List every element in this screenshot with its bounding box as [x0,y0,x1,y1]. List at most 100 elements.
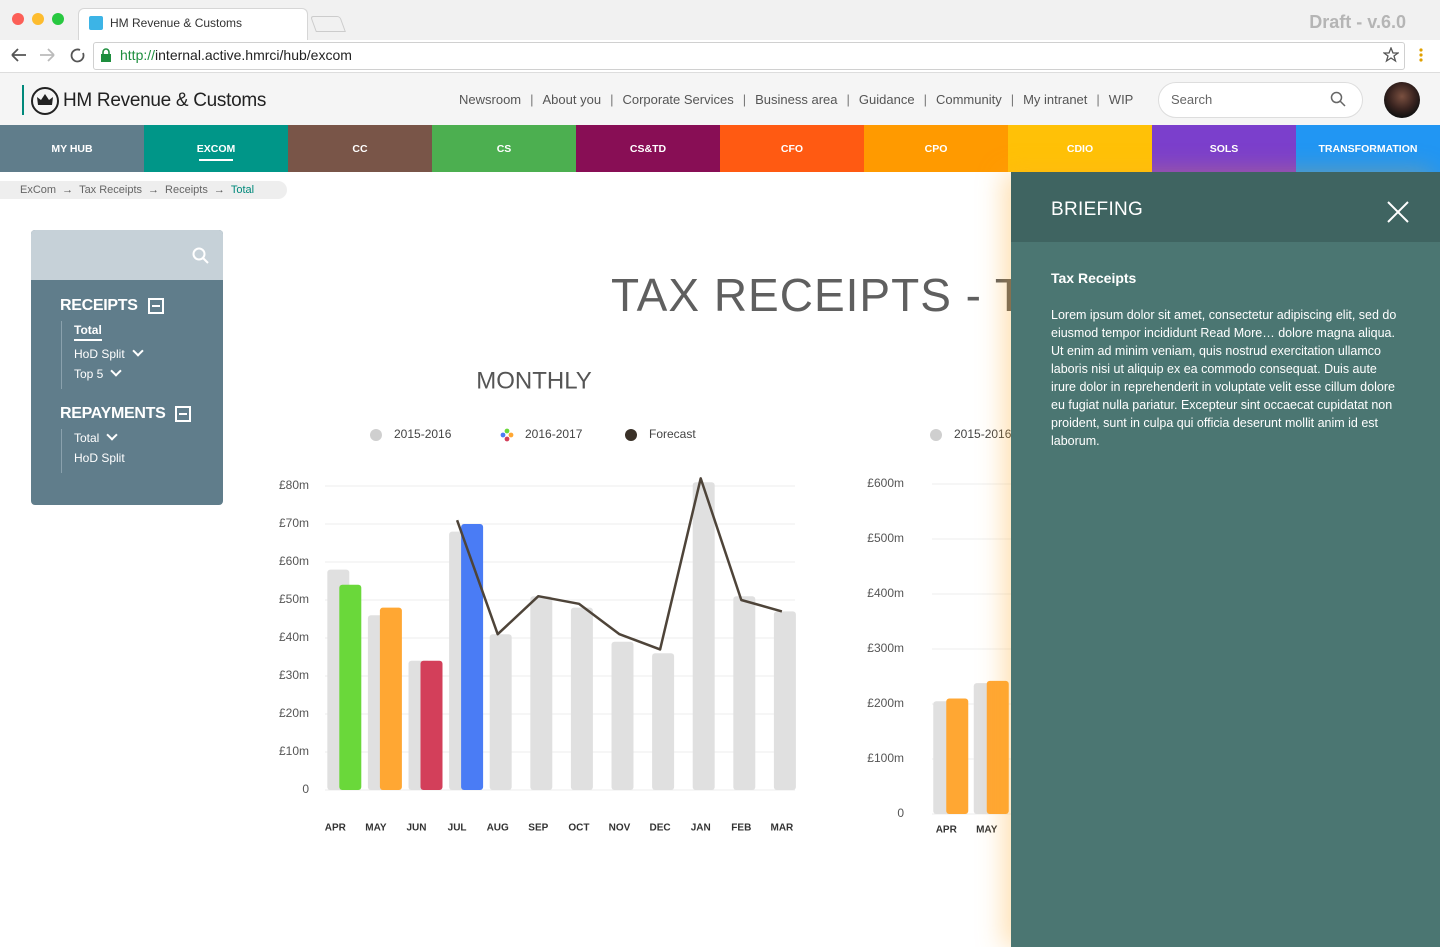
breadcrumb-item[interactable]: Tax Receipts [56,184,142,196]
top-nav: NewsroomAbout youCorporate ServicesBusin… [459,92,1133,107]
favicon [89,16,103,30]
x-tick-label: NOV [609,823,631,834]
section-title[interactable]: REPAYMENTS [60,405,166,422]
close-window[interactable] [12,13,24,25]
y-tick-label: £600m [867,476,904,490]
nav-link[interactable]: My intranet [1002,92,1087,107]
bar [379,607,402,790]
tab-label: CS&TD [629,142,667,155]
forward-button[interactable] [40,48,55,62]
x-tick-label: OCT [568,823,589,834]
y-tick-label: 0 [897,806,904,820]
nav-link[interactable]: Corporate Services [601,92,733,107]
breadcrumb-item[interactable]: Receipts [142,184,208,196]
sidebar-link[interactable]: HoD Split [74,451,125,465]
menu-button[interactable] [1418,47,1424,63]
minimize-window[interactable] [32,13,44,25]
bar [692,482,715,790]
nav-link[interactable]: Newsroom [459,92,522,107]
department-tab[interactable]: TRANSFORMATION [1296,125,1440,172]
briefing-header [1011,172,1440,242]
y-tick-label: £20m [279,706,309,720]
nav-link[interactable]: About you [521,92,602,107]
maximize-window[interactable] [52,13,64,25]
legend-label: 2015-2016 [954,427,1012,441]
section-title[interactable]: RECEIPTS [60,297,138,314]
department-tab[interactable]: SOLS [1152,125,1296,172]
x-tick-label: MAY [976,825,998,836]
legend-label: 2015-2016 [394,427,452,441]
tab-label: CS [496,142,512,155]
section-rule [61,429,62,473]
reload-button[interactable] [70,48,85,63]
x-tick-label: SEP [528,823,548,834]
department-tab[interactable]: CS [432,125,576,172]
chart-title: MONTHLY [476,367,592,394]
brand-bar [22,85,24,115]
user-avatar[interactable] [1384,82,1420,118]
bar [420,660,443,790]
bookmark-star[interactable] [1383,47,1399,63]
breadcrumb-item[interactable]: Total [208,184,254,196]
y-tick-label: £40m [279,630,309,644]
brand-name[interactable]: HM Revenue & Customs [63,90,267,111]
close-briefing[interactable] [1387,201,1409,223]
legend-swatch [370,429,382,441]
search-box[interactable] [1158,82,1363,118]
department-tab[interactable]: CS&TD [576,125,720,172]
sidebar-search-icon[interactable] [192,247,210,265]
sidebar-search[interactable] [31,230,223,280]
breadcrumb-item[interactable]: ExCom [20,184,57,196]
browser-tab[interactable] [78,8,308,41]
collapse-toggle[interactable] [147,298,164,314]
sidebar-link[interactable]: Total [74,431,116,445]
section-rule [61,321,62,389]
nav-link[interactable]: WIP [1087,92,1134,107]
tab-label: CC [352,142,368,155]
sidebar-link[interactable]: Total [74,323,102,341]
y-tick-label: £500m [867,531,904,545]
nav-link[interactable]: Guidance [838,92,915,107]
department-tab[interactable]: CFO [720,125,864,172]
bar [773,611,796,790]
tab-label: SOLS [1209,142,1239,155]
x-tick-label: MAY [365,823,387,834]
legend-label: 2016-2017 [525,427,583,441]
sidebar-link[interactable]: Top 5 [74,367,120,381]
y-tick-label: £80m [279,478,309,492]
nav-link[interactable]: Business area [734,92,837,107]
nav-link[interactable]: Community [915,92,1002,107]
search-icon[interactable] [1330,91,1346,107]
y-tick-label: £100m [867,751,904,765]
back-button[interactable] [11,48,26,62]
x-tick-label: APR [325,823,347,834]
tab-label: EXCOM [196,142,236,155]
y-tick-label: £30m [279,668,309,682]
department-tab[interactable]: CDIO [1008,125,1152,172]
legend-swatch [625,429,637,441]
x-tick-label: JUN [406,823,426,834]
bar [611,641,634,790]
department-tab[interactable]: MY HUB [0,125,144,172]
address-bar[interactable] [93,42,1405,70]
y-tick-label: £10m [279,744,309,758]
x-tick-label: AUG [487,823,509,834]
bar [733,596,756,790]
sidebar-link[interactable]: HoD Split [74,347,142,361]
department-tab[interactable]: CPO [864,125,1008,172]
x-tick-label: APR [936,825,958,836]
bar [986,680,1009,814]
search-placeholder: Search [1171,92,1213,107]
tab-label: TRANSFORMATION [1318,142,1418,155]
y-tick-label: £200m [867,696,904,710]
bar [570,607,593,790]
url: http://internal.active.hmrci/hub/excom [120,47,352,63]
y-tick-label: £50m [279,592,309,606]
legend-swatch [504,436,510,442]
department-tab[interactable]: CC [288,125,432,172]
bar [339,584,362,790]
collapse-toggle[interactable] [175,406,192,422]
x-tick-label: MAR [771,823,795,834]
department-tab[interactable]: EXCOM [144,125,288,172]
